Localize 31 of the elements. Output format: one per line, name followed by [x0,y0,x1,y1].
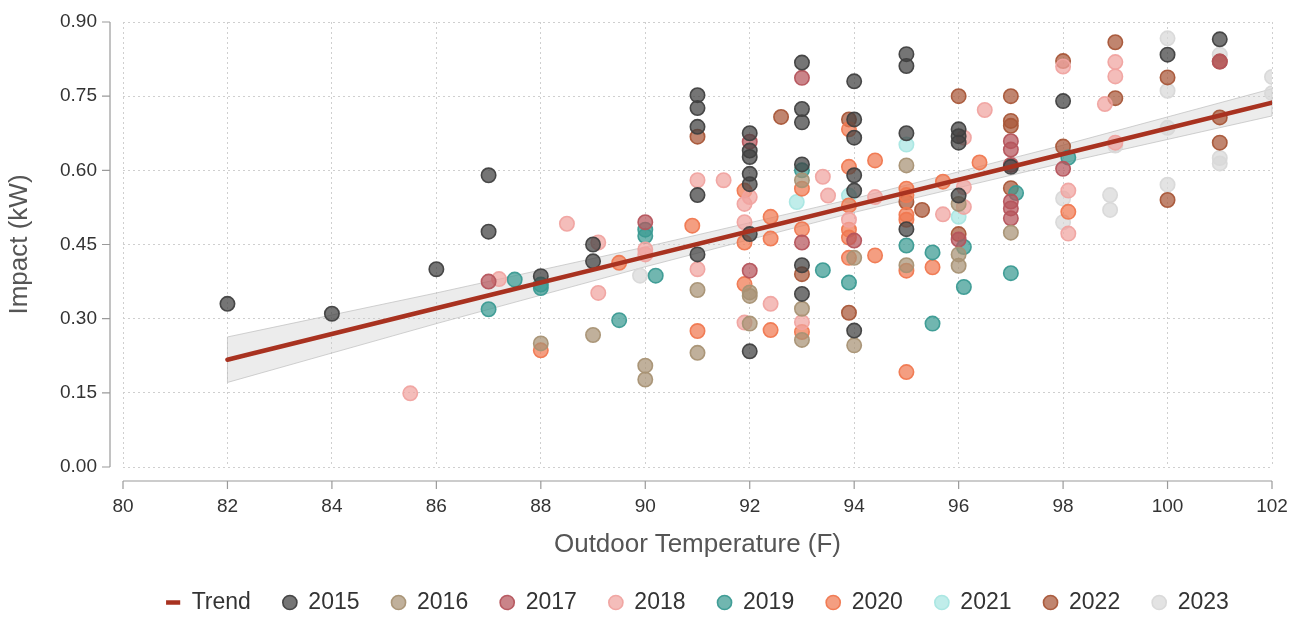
y-tick-label: 0.60 [60,158,97,180]
x-tick-label: 84 [321,494,343,516]
x-tick-label: 96 [948,494,970,516]
x-tick-label: 88 [530,494,552,516]
legend-label: 2017 [525,587,577,614]
y-tick-label: 0.75 [60,84,97,106]
x-tick-label: 82 [216,494,239,516]
x-tick-label: 86 [425,494,447,516]
legend-label: 2015 [308,587,360,614]
legend-label: 2020 [851,587,903,614]
x-tick-label: 80 [112,494,134,516]
legend-label: Trend [191,587,251,614]
y-tick-label: 0.00 [60,455,97,477]
legend-label: 2023 [1177,587,1229,614]
y-tick-label: 0.30 [60,306,97,328]
x-tick-label: 98 [1052,494,1074,516]
x-tick-label: 92 [739,494,761,516]
y-axis-title: Impact (kW) [2,174,33,315]
x-tick-label: 102 [1256,494,1288,516]
x-tick-label: 90 [634,494,656,516]
x-tick-label: 94 [843,494,866,516]
legend-label: 2018 [634,587,686,614]
legend-label: 2016 [417,587,469,614]
legend-label: 2019 [743,587,795,614]
legend-label: 2022 [1069,587,1121,614]
legend-label: 2021 [960,587,1012,614]
y-tick-label: 0.45 [60,232,97,254]
x-tick-label: 100 [1151,494,1184,516]
y-tick-label: 0.15 [60,381,97,403]
x-axis-title: Outdoor Temperature (F) [553,527,842,558]
y-tick-label: 0.90 [60,10,97,32]
